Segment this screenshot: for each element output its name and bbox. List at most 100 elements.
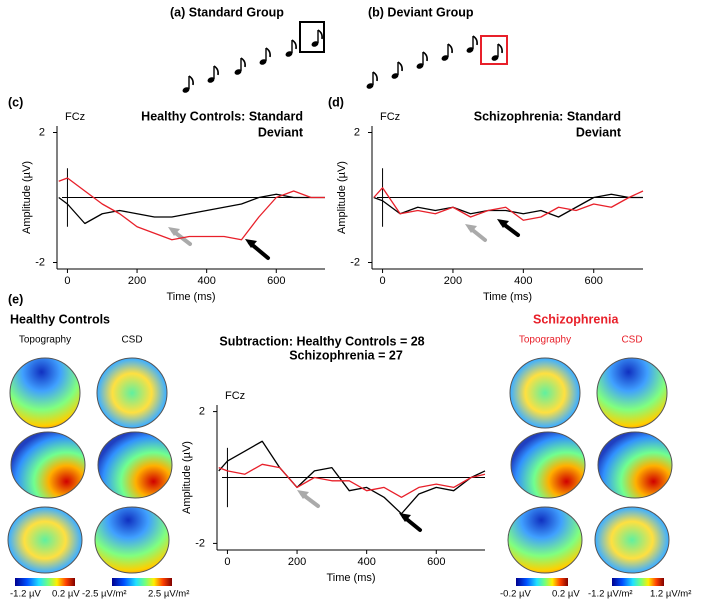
x-tick-label: 200 — [444, 275, 462, 287]
series-line — [218, 463, 486, 498]
legend-entry: Schizophrenia = 27 — [289, 348, 403, 362]
colorbar-label: -2.5 µV/m² — [82, 589, 127, 600]
arrow-head — [465, 224, 477, 233]
x-tick-label: 400 — [197, 275, 215, 287]
series-line — [218, 440, 486, 515]
note — [464, 35, 478, 55]
x-tick-label: 200 — [288, 556, 306, 568]
x-tick-label: 600 — [585, 275, 603, 287]
y-tick-label: 2 — [39, 126, 45, 138]
panel-label: (b) Deviant Group — [368, 5, 474, 19]
y-tick-label: -2 — [195, 537, 205, 549]
legend-entry: Healthy Controls: Standard — [141, 109, 303, 123]
legend-entry: Subtraction: Healthy Controls = 28 — [219, 334, 424, 348]
colorbar-label: -0.2 µV — [500, 589, 531, 600]
arrow-head — [497, 219, 509, 228]
map-label: CSD — [621, 335, 642, 346]
panel-label: (e) — [8, 292, 23, 306]
note — [283, 39, 297, 59]
y-tick-label: 2 — [354, 126, 360, 138]
head-map — [596, 357, 668, 429]
note — [205, 65, 219, 85]
arrow-head — [168, 227, 180, 236]
head-maps-hc — [7, 357, 173, 574]
note — [180, 75, 194, 95]
x-tick-label: 0 — [64, 275, 70, 287]
map-label: CSD — [121, 335, 142, 346]
note — [232, 57, 246, 77]
head-map — [9, 357, 81, 429]
series-line — [373, 187, 644, 221]
x-tick-label: 200 — [128, 275, 146, 287]
panel-label: (d) — [328, 95, 344, 109]
notes-deviant — [364, 35, 508, 91]
y-tick-label: -2 — [35, 256, 45, 268]
note — [439, 43, 453, 63]
legend-entry: Deviant — [258, 125, 304, 139]
head-map — [507, 506, 583, 574]
colorbar-label: 0.2 µV — [52, 589, 80, 600]
y-axis-label: Amplitude (µV) — [336, 161, 348, 234]
colorbar — [112, 578, 172, 586]
head-maps-sz — [507, 357, 673, 574]
colorbar — [612, 578, 664, 586]
head-map — [594, 506, 670, 574]
head-map — [597, 431, 673, 499]
note — [414, 51, 428, 71]
panel-label: (a) Standard Group — [170, 5, 284, 19]
series-line — [58, 177, 325, 241]
channel-label: FCz — [380, 111, 400, 123]
note — [364, 71, 378, 91]
note-box — [299, 21, 325, 53]
note-box — [480, 35, 508, 65]
group-heading: Schizophrenia — [533, 312, 619, 326]
colorbar-label: -1.2 µV — [10, 589, 41, 600]
group-heading: Healthy Controls — [10, 312, 110, 326]
note — [389, 61, 403, 81]
x-tick-label: 0 — [224, 556, 230, 568]
arrow-head — [297, 490, 309, 499]
x-axis-label: Time (ms) — [326, 572, 375, 584]
series-line — [373, 193, 643, 218]
note — [257, 47, 271, 67]
x-tick-label: 400 — [514, 275, 532, 287]
y-tick-label: -2 — [350, 256, 360, 268]
colorbar — [516, 578, 568, 586]
legend-entry: Deviant — [576, 125, 622, 139]
y-tick-label: 2 — [199, 405, 205, 417]
head-map — [7, 506, 83, 574]
x-tick-label: 600 — [267, 275, 285, 287]
head-map — [510, 431, 586, 499]
head-map — [96, 357, 168, 429]
panel-label: (c) — [8, 95, 23, 109]
x-tick-label: 400 — [357, 556, 375, 568]
channel-label: FCz — [225, 390, 245, 402]
x-axis-label: Time (ms) — [166, 291, 215, 303]
colorbar-label: 1.2 µV/m² — [650, 589, 691, 600]
x-axis-label: Time (ms) — [483, 291, 532, 303]
series-line — [58, 193, 325, 225]
map-label: Topography — [19, 335, 71, 346]
note — [309, 29, 323, 49]
colorbar-label: 0.2 µV — [552, 589, 580, 600]
arrow-head — [399, 513, 411, 522]
arrow-head — [245, 239, 257, 248]
map-label: Topography — [519, 335, 571, 346]
legend-entry: Schizophrenia: Standard — [474, 109, 621, 123]
x-tick-label: 600 — [427, 556, 445, 568]
colorbar-label: 2.5 µV/m² — [148, 589, 189, 600]
notes-standard — [180, 21, 325, 95]
head-map — [10, 431, 86, 499]
head-map — [509, 357, 581, 429]
head-map — [97, 431, 173, 499]
y-axis-label: Amplitude (µV) — [21, 161, 33, 234]
head-map — [94, 506, 170, 574]
colorbar-label: -1.2 µV/m² — [588, 589, 633, 600]
colorbar — [15, 578, 75, 586]
channel-label: FCz — [65, 111, 85, 123]
note — [489, 43, 503, 63]
y-axis-label: Amplitude (µV) — [181, 441, 193, 514]
x-tick-label: 0 — [379, 275, 385, 287]
arrows — [168, 219, 520, 532]
